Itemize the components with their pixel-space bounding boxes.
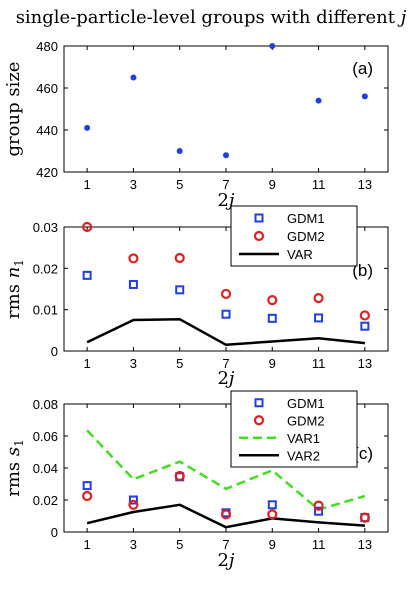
y-tick-label: 0.02 bbox=[33, 261, 58, 276]
x-tick-label: 13 bbox=[358, 177, 372, 192]
data-point-gdm1 bbox=[82, 481, 92, 491]
y-axis-label: rms n1 bbox=[3, 259, 26, 319]
data-point-gdm2 bbox=[128, 499, 139, 510]
data-point-gdm1 bbox=[267, 313, 277, 323]
x-tick-label: 7 bbox=[222, 177, 229, 192]
data-point-gdm1 bbox=[314, 506, 324, 516]
y-tick-label: 0.06 bbox=[33, 429, 58, 444]
legend-label-gdm1: GDM1 bbox=[287, 211, 325, 226]
x-tick-label: 11 bbox=[312, 356, 326, 371]
y-tick-label: 0.02 bbox=[33, 493, 58, 508]
x-tick-label: 7 bbox=[222, 537, 229, 552]
data-point-gdm1 bbox=[175, 285, 185, 295]
x-tick-label: 13 bbox=[358, 537, 372, 552]
legend: GDM1 GDM2 VAR1 VAR2 bbox=[230, 390, 358, 468]
series-line-var bbox=[86, 317, 366, 347]
y-tick-label: 0.04 bbox=[33, 461, 58, 476]
legend-swatch-gdm1 bbox=[254, 213, 264, 223]
x-tick-label: 5 bbox=[176, 537, 183, 552]
data-point-gdm1 bbox=[82, 270, 92, 280]
y-tick-label: 0.01 bbox=[33, 303, 58, 318]
x-tick-label: 9 bbox=[269, 537, 276, 552]
y-tick-label: 0 bbox=[51, 344, 58, 359]
data-point-gdm2 bbox=[267, 509, 278, 520]
y-tick-label: 0.03 bbox=[33, 220, 58, 235]
legend-label-var1: VAR1 bbox=[287, 431, 320, 446]
x-tick-label: 13 bbox=[358, 356, 372, 371]
x-tick-label: 9 bbox=[269, 177, 276, 192]
x-tick-label: 9 bbox=[269, 356, 276, 371]
x-tick-label: 5 bbox=[176, 177, 183, 192]
data-point-gdm2 bbox=[267, 295, 278, 306]
legend-label-var2: VAR2 bbox=[287, 448, 320, 463]
y-axis-label: group size bbox=[3, 62, 24, 157]
panel-label: (a) bbox=[352, 59, 373, 78]
data-point-gdm1 bbox=[128, 495, 138, 505]
legend-label-gdm1: GDM1 bbox=[287, 396, 325, 411]
x-tick-label: 3 bbox=[130, 356, 137, 371]
y-tick-label: 460 bbox=[36, 81, 58, 96]
x-tick-label: 11 bbox=[312, 177, 326, 192]
data-point-gdm1 bbox=[128, 279, 138, 289]
data-point-gdm2 bbox=[220, 288, 232, 300]
y-tick-label: 420 bbox=[36, 165, 58, 180]
x-tick-label: 1 bbox=[84, 537, 91, 552]
data-point bbox=[176, 148, 183, 154]
data-point bbox=[361, 93, 368, 100]
data-point-gdm1 bbox=[267, 500, 277, 510]
data-point bbox=[84, 124, 91, 131]
data-point-gdm2 bbox=[313, 292, 324, 304]
y-tick-label: 0.08 bbox=[33, 397, 58, 412]
legend-swatch-gdm2 bbox=[253, 415, 265, 426]
legend-label-var: VAR bbox=[287, 247, 313, 262]
data-point-gdm2 bbox=[82, 221, 93, 233]
y-axis-label: rms s1 bbox=[3, 439, 26, 497]
x-axis-label: 2j bbox=[217, 550, 234, 571]
data-point-gdm1 bbox=[360, 321, 370, 331]
data-point-gdm2 bbox=[220, 509, 232, 520]
x-tick-label: 1 bbox=[84, 356, 91, 371]
legend-label-gdm2: GDM2 bbox=[287, 413, 325, 428]
x-tick-label: 3 bbox=[130, 177, 137, 192]
x-tick-label: 5 bbox=[176, 356, 183, 371]
data-point-gdm1 bbox=[314, 313, 324, 323]
y-tick-label: 0 bbox=[51, 525, 58, 540]
y-tick-label: 440 bbox=[36, 123, 58, 138]
data-point bbox=[269, 43, 276, 49]
figure-title-var: j bbox=[397, 7, 407, 28]
x-tick-label: 1 bbox=[84, 177, 91, 192]
legend-swatch-gdm1 bbox=[254, 398, 264, 408]
x-axis-label: 2j bbox=[217, 190, 234, 211]
data-point-gdm2 bbox=[359, 512, 370, 523]
data-point bbox=[315, 97, 322, 104]
data-point-gdm2 bbox=[359, 310, 370, 321]
y-tick-label: 480 bbox=[36, 39, 58, 54]
series-line-var2 bbox=[86, 503, 365, 529]
x-tick-label: 11 bbox=[312, 537, 326, 552]
legend-box bbox=[230, 205, 358, 267]
data-point-gdm2 bbox=[128, 253, 139, 264]
figure-title: single-particle-level groups with differ… bbox=[16, 7, 407, 28]
data-point-gdm2 bbox=[174, 470, 185, 482]
data-point bbox=[130, 74, 137, 81]
legend-swatch-gdm2 bbox=[253, 230, 265, 242]
panel-label: (c) bbox=[353, 444, 373, 463]
x-tick-label: 7 bbox=[222, 356, 229, 371]
legend: GDM1 GDM2 VAR bbox=[230, 205, 358, 267]
data-point-gdm2 bbox=[82, 490, 93, 502]
legend-label-gdm2: GDM2 bbox=[287, 229, 325, 244]
data-point-gdm2 bbox=[174, 252, 185, 264]
x-axis-label: 2j bbox=[217, 368, 234, 389]
data-point-gdm1 bbox=[221, 309, 231, 319]
data-point bbox=[223, 152, 229, 159]
x-tick-label: 3 bbox=[130, 537, 137, 552]
figure-title-text: single-particle-level groups with differ… bbox=[16, 7, 396, 28]
data-point-gdm2 bbox=[313, 500, 324, 511]
